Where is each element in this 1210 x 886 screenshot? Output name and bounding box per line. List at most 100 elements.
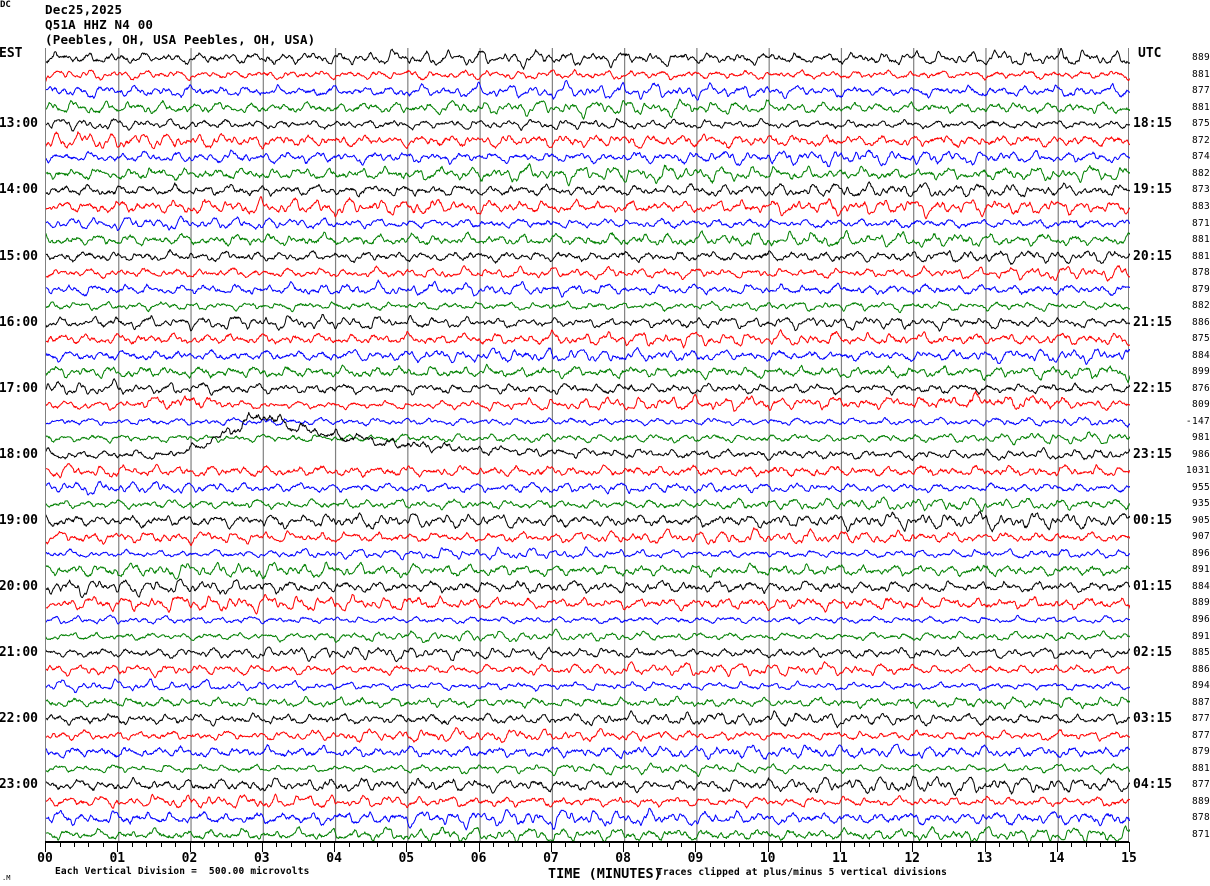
x-tick-label-13: 13 (976, 851, 993, 866)
x-tick-label-12: 12 (904, 851, 921, 866)
x-tick-label-7: 07 (543, 851, 559, 866)
dc-value-40: 877 (1191, 713, 1210, 725)
x-tick-minor-7-1 (565, 842, 567, 847)
x-tick-minor-1-4 (175, 842, 177, 847)
dc-value-30: 896 (1191, 547, 1210, 559)
x-tick-minor-1-3 (160, 842, 162, 847)
x-tick-major-14 (1056, 842, 1058, 852)
helicorder-plot-area[interactable] (45, 48, 1130, 841)
dc-value-14: 879 (1191, 283, 1210, 295)
x-tick-minor-13-3 (1027, 842, 1029, 847)
dc-value-39: 887 (1191, 696, 1210, 708)
left-time-label-16: 16:00 (0, 314, 38, 330)
dc-value-17: 875 (1191, 333, 1210, 345)
x-tick-minor-3-2 (290, 842, 292, 847)
x-tick-minor-7-2 (579, 842, 581, 847)
x-tick-label-4: 04 (326, 851, 342, 866)
left-time-label-28: 19:00 (0, 512, 38, 528)
x-tick-minor-3-1 (276, 842, 278, 847)
seismogram-traces (46, 48, 1130, 841)
dc-value-2: 877 (1191, 85, 1210, 97)
plot-gridlines (118, 48, 1059, 841)
dc-value-41: 877 (1191, 729, 1210, 741)
dc-value-29: 907 (1191, 531, 1210, 543)
x-tick-major-13 (984, 842, 986, 852)
x-tick-label-10: 10 (759, 851, 776, 866)
left-time-label-4: 13:00 (0, 116, 38, 132)
header-location: (Peebles, OH, USA Peebles, OH, USA) (45, 32, 316, 47)
corner-mark: .M (2, 874, 11, 882)
x-tick-label-3: 03 (253, 851, 270, 866)
x-tick-minor-6-2 (507, 842, 509, 847)
dc-value-35: 891 (1191, 630, 1210, 642)
dc-value-42: 879 (1191, 746, 1210, 758)
x-tick-minor-5-2 (435, 842, 437, 847)
x-axis-title: TIME (MINUTES) (548, 866, 662, 882)
x-axis-line (45, 841, 1129, 843)
right-time-label-32: 01:15 (1133, 578, 1173, 594)
x-tick-minor-14-2 (1085, 842, 1087, 847)
right-time-label-28: 00:15 (1133, 512, 1173, 528)
x-tick-minor-9-1 (709, 842, 711, 847)
x-tick-major-1 (117, 842, 119, 852)
dc-value-3: 881 (1191, 101, 1210, 113)
x-tick-minor-14-1 (1071, 842, 1073, 847)
dc-value-36: 885 (1191, 647, 1210, 658)
x-tick-label-1: 01 (109, 851, 126, 866)
right-time-label-4: 18:15 (1133, 116, 1173, 132)
x-tick-major-5 (406, 842, 408, 852)
dc-value-1: 881 (1191, 68, 1210, 80)
left-time-label-36: 21:00 (0, 645, 38, 660)
x-tick-minor-10-4 (825, 842, 827, 847)
dc-value-22: -147 (1185, 415, 1210, 427)
right-time-label-8: 19:15 (1133, 182, 1173, 198)
right-time-label-20: 22:15 (1133, 380, 1173, 396)
dc-value-28: 905 (1191, 514, 1210, 526)
x-tick-minor-1-2 (146, 842, 148, 847)
x-tick-minor-4-3 (377, 842, 379, 847)
dc-value-18: 884 (1191, 349, 1210, 361)
x-tick-minor-7-4 (608, 842, 610, 847)
x-tick-major-4 (334, 842, 336, 852)
dc-value-8: 873 (1191, 184, 1210, 196)
dc-column-header: DC (0, 0, 11, 10)
right-time-label-44: 04:15 (1133, 777, 1173, 793)
header-channel: Q51A HHZ N4 00 (45, 17, 154, 32)
left-time-label-24: 18:00 (0, 446, 38, 462)
x-tick-major-10 (767, 842, 769, 852)
dc-value-7: 882 (1191, 167, 1210, 179)
x-tick-minor-5-4 (464, 842, 466, 847)
x-tick-minor-10-3 (811, 842, 812, 847)
x-tick-major-7 (550, 842, 552, 852)
x-tick-minor-14-4 (1114, 842, 1116, 847)
dc-value-24: 986 (1191, 448, 1210, 460)
x-tick-minor-5-3 (449, 842, 451, 847)
x-tick-minor-11-2 (868, 842, 870, 847)
left-time-label-32: 20:00 (0, 578, 38, 594)
right-time-label-40: 03:15 (1133, 711, 1173, 727)
x-tick-minor-12-4 (970, 842, 971, 847)
x-tick-minor-11-3 (883, 842, 885, 847)
x-tick-label-14: 14 (1048, 851, 1065, 866)
x-tick-minor-1-1 (131, 842, 133, 847)
x-tick-minor-4-2 (363, 842, 364, 847)
x-tick-minor-12-3 (955, 842, 957, 847)
left-time-label-40: 22:00 (0, 711, 38, 727)
dc-value-37: 886 (1191, 663, 1210, 675)
dc-value-4: 875 (1191, 118, 1210, 130)
x-tick-minor-6-4 (536, 842, 538, 847)
x-tick-label-0: 00 (37, 851, 53, 866)
x-tick-minor-10-2 (796, 842, 798, 847)
x-tick-minor-4-1 (348, 842, 350, 847)
x-tick-minor-0-4 (102, 842, 104, 847)
x-tick-minor-9-3 (738, 842, 740, 847)
x-tick-minor-8-1 (637, 842, 639, 847)
left-time-label-8: 14:00 (0, 182, 38, 198)
x-tick-minor-13-1 (998, 842, 1000, 847)
x-tick-major-11 (839, 842, 841, 852)
dc-value-0: 889 (1191, 52, 1210, 64)
dc-value-32: 884 (1191, 580, 1210, 592)
clipping-note: Traces clipped at plus/minus 5 vertical … (657, 867, 948, 878)
dc-value-15: 882 (1191, 300, 1210, 312)
x-tick-label-9: 09 (687, 851, 704, 866)
